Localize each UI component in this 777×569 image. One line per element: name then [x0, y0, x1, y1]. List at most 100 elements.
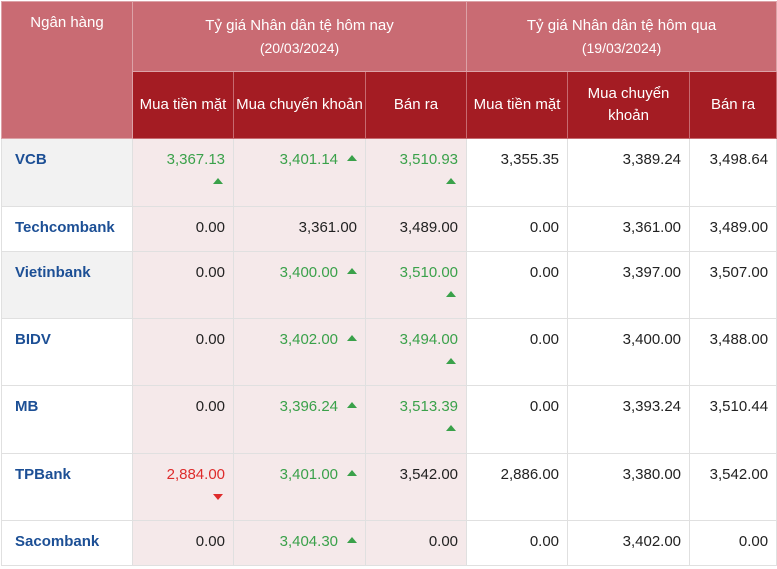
yesterday-rate-cell: 0.00 [466, 520, 569, 566]
today-rate-cell: 0.00 [132, 206, 234, 252]
today-rate-cell: 0.00 [364, 520, 468, 566]
col-today-sell: Bán ra [364, 71, 468, 139]
today-rate-cell: 3,510.00 [364, 251, 468, 319]
yesterday-rate-cell: 2,886.00 [466, 453, 569, 521]
today-rate-cell: 3,542.00 [364, 453, 468, 521]
bank-name-link[interactable]: BIDV [1, 318, 133, 386]
rate-value: 0.00 [428, 533, 459, 550]
rate-value: 3,402.00 [279, 331, 338, 348]
arrow-up-icon [347, 402, 357, 409]
rate-value: 3,513.39 [399, 398, 459, 415]
rate-value: 3,400.00 [279, 264, 338, 281]
rate-value: 3,510.00 [399, 264, 459, 281]
today-group-header: Tỷ giá Nhân dân tệ hôm nay (20/03/2024) [131, 1, 468, 72]
arrow-up-icon [347, 268, 357, 275]
yesterday-rate-cell: 3,355.35 [466, 138, 569, 207]
bank-name-link[interactable]: MB [1, 385, 133, 454]
yesterday-rate-cell: 3,393.24 [567, 385, 691, 454]
today-rate-cell: 3,396.24 [233, 385, 366, 454]
table-row: Techcombank 0.00 3,361.00 3,489.00 0.00 3,361… [1, 206, 777, 252]
table-row: Vietinbank 0.00 3,400.00 3,510.00 0.00 3,397.… [1, 251, 777, 319]
arrow-up-icon [446, 358, 457, 365]
arrow-up-icon [347, 470, 357, 477]
yesterday-group-header: Tỷ giá Nhân dân tệ hôm qua (19/03/2024) [466, 1, 777, 72]
yesterday-rate-cell: 0.00 [466, 318, 569, 386]
rate-value: 3,401.14 [279, 151, 338, 168]
bank-name-link[interactable]: VCB [1, 138, 133, 207]
table-row: MB 0.00 3,396.24 3,513.39 0.00 3,393.24 3,510.… [1, 385, 777, 454]
rate-value: 3,396.24 [279, 398, 338, 415]
trend-indicator [141, 489, 225, 503]
arrow-up-icon [446, 291, 457, 298]
today-rate-cell: 3,489.00 [364, 206, 468, 252]
today-rate-cell: 3,400.00 [233, 251, 366, 319]
trend-indicator [141, 174, 225, 188]
arrow-up-icon [347, 335, 357, 342]
col-today-cash-buy: Mua tiền mặt [132, 71, 234, 139]
trend-indicator [374, 287, 458, 301]
trend-indicator [374, 354, 458, 368]
arrow-down-icon [213, 494, 223, 500]
col-yesterday-sell: Bán ra [689, 71, 777, 139]
yesterday-rate-cell: 3,402.00 [567, 520, 691, 566]
today-rate-cell: 3,404.30 [233, 520, 366, 566]
yesterday-rate-cell: 3,361.00 [567, 206, 691, 252]
trend-indicator [374, 174, 458, 188]
table-row: BIDV 0.00 3,402.00 3,494.00 0.00 3,400.00 3,48… [1, 318, 777, 386]
today-rate-cell: 3,361.00 [233, 206, 366, 252]
col-today-transfer-buy: Mua chuyển khoản [233, 71, 366, 139]
bank-name-link[interactable]: Techcombank [1, 206, 133, 252]
trend-indicator [374, 421, 458, 435]
yesterday-rate-cell: 3,488.00 [689, 318, 777, 386]
today-rate-cell: 3,401.00 [233, 453, 366, 521]
rate-value: 3,489.00 [399, 219, 459, 236]
today-rate-cell: 0.00 [132, 520, 234, 566]
rate-value: 3,542.00 [399, 466, 459, 483]
rate-value: 0.00 [195, 398, 225, 415]
bank-name-link[interactable]: Sacombank [1, 520, 133, 566]
rate-value: 2,884.00 [166, 466, 225, 483]
yesterday-group-title: Tỷ giá Nhân dân tệ hôm qua [526, 16, 717, 34]
today-group-title: Tỷ giá Nhân dân tệ hôm nay [205, 16, 394, 34]
yesterday-rate-cell: 3,507.00 [689, 251, 777, 319]
yesterday-rate-cell: 0.00 [689, 520, 777, 566]
yesterday-rate-cell: 3,489.00 [689, 206, 777, 252]
table-row: TPBank 2,884.00 3,401.00 3,542.00 2,886.00 3,… [1, 453, 777, 521]
col-yesterday-transfer-buy: Mua chuyển khoản [567, 71, 691, 139]
rate-value: 3,494.00 [399, 331, 459, 348]
rate-value: 3,404.30 [279, 533, 338, 550]
yesterday-rate-cell: 0.00 [466, 206, 569, 252]
yesterday-rate-cell: 3,510.44 [689, 385, 777, 454]
yesterday-rate-cell: 3,400.00 [567, 318, 691, 386]
today-rate-cell: 3,510.93 [364, 138, 468, 207]
today-rate-cell: 3,513.39 [364, 385, 468, 454]
bank-column-header: Ngân hàng [1, 1, 133, 139]
table-row: VCB 3,367.13 3,401.14 3,510.93 3,355.35 3,389… [1, 138, 777, 207]
yesterday-rate-cell: 3,389.24 [567, 138, 691, 207]
arrow-up-icon [446, 178, 457, 185]
today-rate-cell: 3,494.00 [364, 318, 468, 386]
arrow-up-icon [347, 155, 357, 162]
bank-name-link[interactable]: Vietinbank [1, 251, 133, 319]
arrow-up-icon [347, 537, 357, 544]
rate-value: 3,401.00 [279, 466, 338, 483]
yesterday-rate-cell: 3,498.64 [689, 138, 777, 207]
today-rate-cell: 2,884.00 [132, 453, 234, 521]
rate-value: 0.00 [195, 219, 225, 236]
today-group-date: (20/03/2024) [259, 39, 340, 56]
yesterday-rate-cell: 3,380.00 [567, 453, 691, 521]
rate-value: 3,510.93 [399, 151, 459, 168]
bank-name-link[interactable]: TPBank [1, 453, 133, 521]
rate-value: 0.00 [195, 331, 225, 348]
yesterday-rate-cell: 3,397.00 [567, 251, 691, 319]
rate-value: 3,361.00 [298, 219, 357, 236]
table-row: Sacombank 0.00 3,404.30 0.00 0.00 3,402.00 0.0… [1, 520, 777, 566]
yesterday-group-date: (19/03/2024) [581, 39, 662, 56]
today-rate-cell: 3,401.14 [233, 138, 366, 207]
rate-table-body: VCB 3,367.13 3,401.14 3,510.93 3,355.35 3,389… [1, 138, 777, 566]
today-rate-cell: 0.00 [132, 251, 234, 319]
rate-value: 3,367.13 [166, 151, 225, 168]
rate-value: 0.00 [195, 533, 225, 550]
col-yesterday-cash-buy: Mua tiền mặt [466, 71, 569, 139]
arrow-up-icon [213, 178, 223, 185]
